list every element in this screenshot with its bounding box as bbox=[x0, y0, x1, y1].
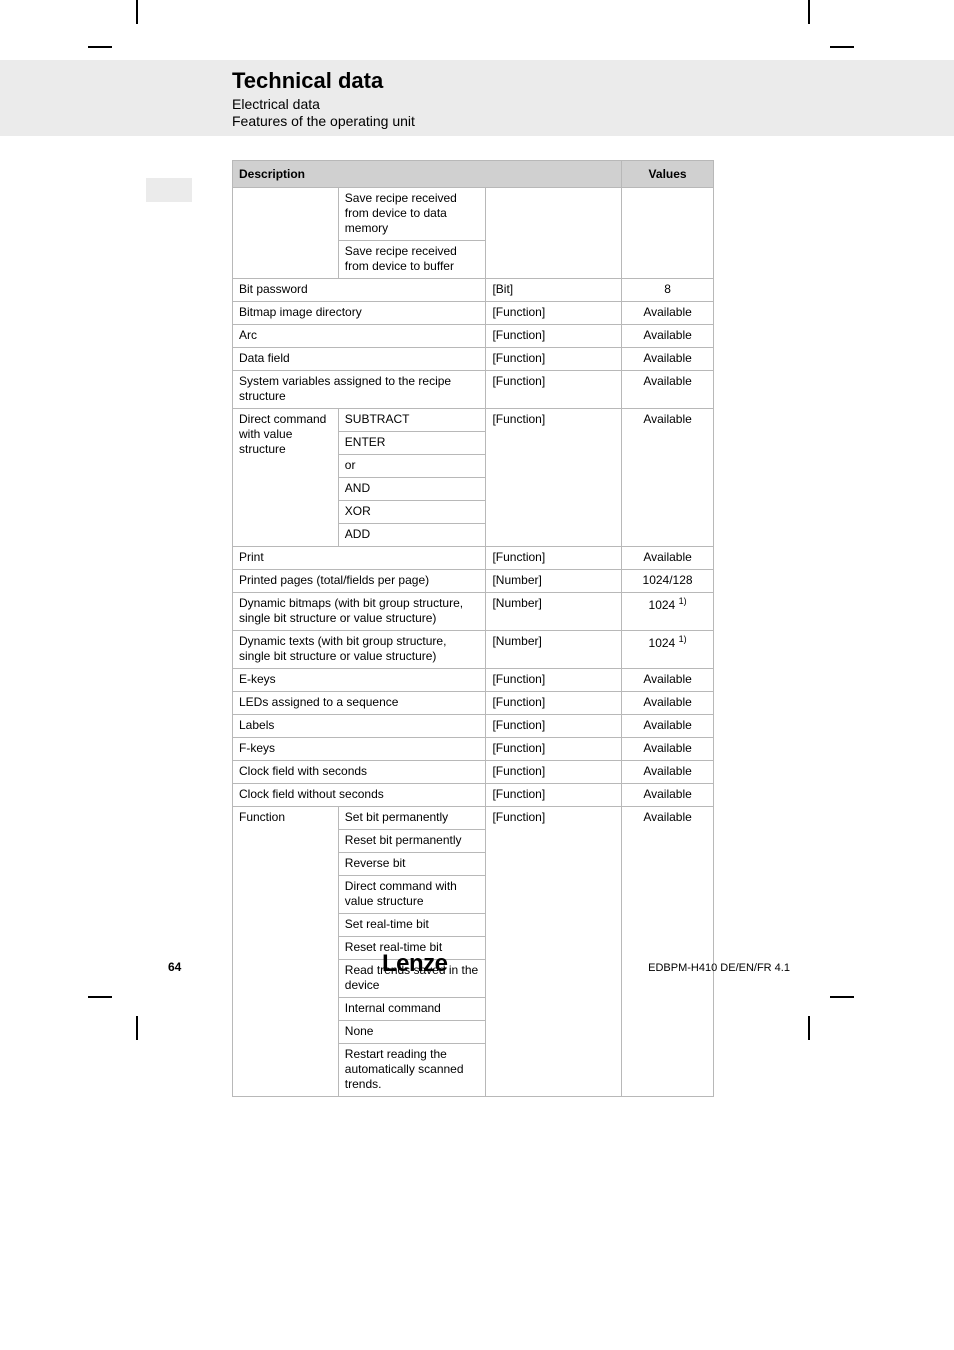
cell-value: 1024 1) bbox=[622, 593, 714, 631]
cell-value: Available bbox=[622, 348, 714, 371]
cell-sub: Reset bit permanently bbox=[338, 830, 486, 853]
cell-desc: Labels bbox=[233, 715, 486, 738]
cell-desc: Clock field without seconds bbox=[233, 784, 486, 807]
page-title: Technical data bbox=[232, 60, 954, 94]
footer: 64 Lenze EDBPM-H410 DE/EN/FR 4.1 bbox=[168, 950, 790, 978]
table-row: Save recipe received from device to data… bbox=[233, 188, 714, 241]
cell-value: Available bbox=[622, 692, 714, 715]
cell-desc: Direct command with value structure bbox=[233, 409, 339, 547]
table-row: System variables assigned to the recipe … bbox=[233, 371, 714, 409]
table-row: Print[Function]Available bbox=[233, 547, 714, 570]
table-row: Labels[Function]Available bbox=[233, 715, 714, 738]
col-values: Values bbox=[622, 161, 714, 188]
cell-sub: Reverse bit bbox=[338, 853, 486, 876]
cell-desc: System variables assigned to the recipe … bbox=[233, 371, 486, 409]
cell-value: Available bbox=[622, 371, 714, 409]
cell-sub: Restart reading the automatically scanne… bbox=[338, 1044, 486, 1097]
cell-value: Available bbox=[622, 325, 714, 348]
cell-desc bbox=[233, 188, 339, 279]
cell-desc: Bit password bbox=[233, 279, 486, 302]
cell-desc: Clock field with seconds bbox=[233, 761, 486, 784]
cell-desc: F-keys bbox=[233, 738, 486, 761]
cell-unit: [Function] bbox=[486, 325, 622, 348]
cell-desc: Data field bbox=[233, 348, 486, 371]
col-description: Description bbox=[233, 161, 622, 188]
cell-value: Available bbox=[622, 715, 714, 738]
cell-desc: Printed pages (total/fields per page) bbox=[233, 570, 486, 593]
cell-value: Available bbox=[622, 547, 714, 570]
cell-unit: [Function] bbox=[486, 547, 622, 570]
table-row: Dynamic texts (with bit group structure,… bbox=[233, 631, 714, 669]
cell-unit: [Function] bbox=[486, 692, 622, 715]
cell-sub: ADD bbox=[338, 524, 486, 547]
cell-unit: [Function] bbox=[486, 302, 622, 325]
table-row: Printed pages (total/fields per page)[Nu… bbox=[233, 570, 714, 593]
table-header-row: Description Values bbox=[233, 161, 714, 188]
cell-desc: Bitmap image directory bbox=[233, 302, 486, 325]
cell-desc: Print bbox=[233, 547, 486, 570]
cell-sub: ENTER bbox=[338, 432, 486, 455]
cell-unit: [Function] bbox=[486, 409, 622, 547]
header-band: Technical data Electrical data Features … bbox=[0, 60, 954, 136]
page-number: 64 bbox=[168, 960, 181, 974]
cell-value: Available bbox=[622, 409, 714, 547]
table-row: FunctionSet bit permanently[Function]Ava… bbox=[233, 807, 714, 830]
subtitle-1: Electrical data bbox=[232, 94, 954, 112]
cell-sub: Save recipe received from device to buff… bbox=[338, 241, 486, 279]
table-row: Bit password[Bit]8 bbox=[233, 279, 714, 302]
cell-sub: Save recipe received from device to data… bbox=[338, 188, 486, 241]
subtitle-2: Features of the operating unit bbox=[232, 112, 954, 129]
table-row: Direct command with value structureSUBTR… bbox=[233, 409, 714, 432]
table-row: Clock field without seconds[Function]Ava… bbox=[233, 784, 714, 807]
cell-desc: Dynamic bitmaps (with bit group structur… bbox=[233, 593, 486, 631]
cell-unit: [Function] bbox=[486, 669, 622, 692]
side-tab bbox=[146, 178, 192, 202]
cell-value bbox=[622, 188, 714, 279]
cell-value: 1024 1) bbox=[622, 631, 714, 669]
cell-unit: [Function] bbox=[486, 371, 622, 409]
cell-sub: or bbox=[338, 455, 486, 478]
table-row: E-keys[Function]Available bbox=[233, 669, 714, 692]
table-row: Bitmap image directory[Function]Availabl… bbox=[233, 302, 714, 325]
table-row: LEDs assigned to a sequence[Function]Ava… bbox=[233, 692, 714, 715]
cell-sub: Set bit permanently bbox=[338, 807, 486, 830]
cell-sub: SUBTRACT bbox=[338, 409, 486, 432]
cell-value: 8 bbox=[622, 279, 714, 302]
cell-desc: LEDs assigned to a sequence bbox=[233, 692, 486, 715]
cell-unit: [Number] bbox=[486, 570, 622, 593]
cell-unit: [Number] bbox=[486, 631, 622, 669]
cell-sub: Direct command with value structure bbox=[338, 876, 486, 914]
cell-desc: Dynamic texts (with bit group structure,… bbox=[233, 631, 486, 669]
cell-value: Available bbox=[622, 784, 714, 807]
cell-sub: XOR bbox=[338, 501, 486, 524]
brand-logo: Lenze bbox=[382, 950, 448, 978]
cell-unit: [Function] bbox=[486, 761, 622, 784]
cell-value: Available bbox=[622, 738, 714, 761]
cell-value: Available bbox=[622, 761, 714, 784]
cell-value: 1024/128 bbox=[622, 570, 714, 593]
cell-value: Available bbox=[622, 669, 714, 692]
cell-sub: AND bbox=[338, 478, 486, 501]
cell-desc: E-keys bbox=[233, 669, 486, 692]
cell-sub: Set real-time bit bbox=[338, 914, 486, 937]
table-row: Dynamic bitmaps (with bit group structur… bbox=[233, 593, 714, 631]
cell-unit: [Function] bbox=[486, 784, 622, 807]
table-row: Data field[Function]Available bbox=[233, 348, 714, 371]
cell-unit: [Function] bbox=[486, 348, 622, 371]
cell-value: Available bbox=[622, 302, 714, 325]
cell-desc: Arc bbox=[233, 325, 486, 348]
doc-id: EDBPM-H410 DE/EN/FR 4.1 bbox=[648, 962, 790, 974]
cell-unit bbox=[486, 188, 622, 279]
cell-sub: Internal command bbox=[338, 998, 486, 1021]
cell-unit: [Function] bbox=[486, 738, 622, 761]
table-row: Arc[Function]Available bbox=[233, 325, 714, 348]
table-row: F-keys[Function]Available bbox=[233, 738, 714, 761]
cell-unit: [Bit] bbox=[486, 279, 622, 302]
cell-unit: [Number] bbox=[486, 593, 622, 631]
table-row: Clock field with seconds[Function]Availa… bbox=[233, 761, 714, 784]
cell-unit: [Function] bbox=[486, 715, 622, 738]
cell-sub: None bbox=[338, 1021, 486, 1044]
